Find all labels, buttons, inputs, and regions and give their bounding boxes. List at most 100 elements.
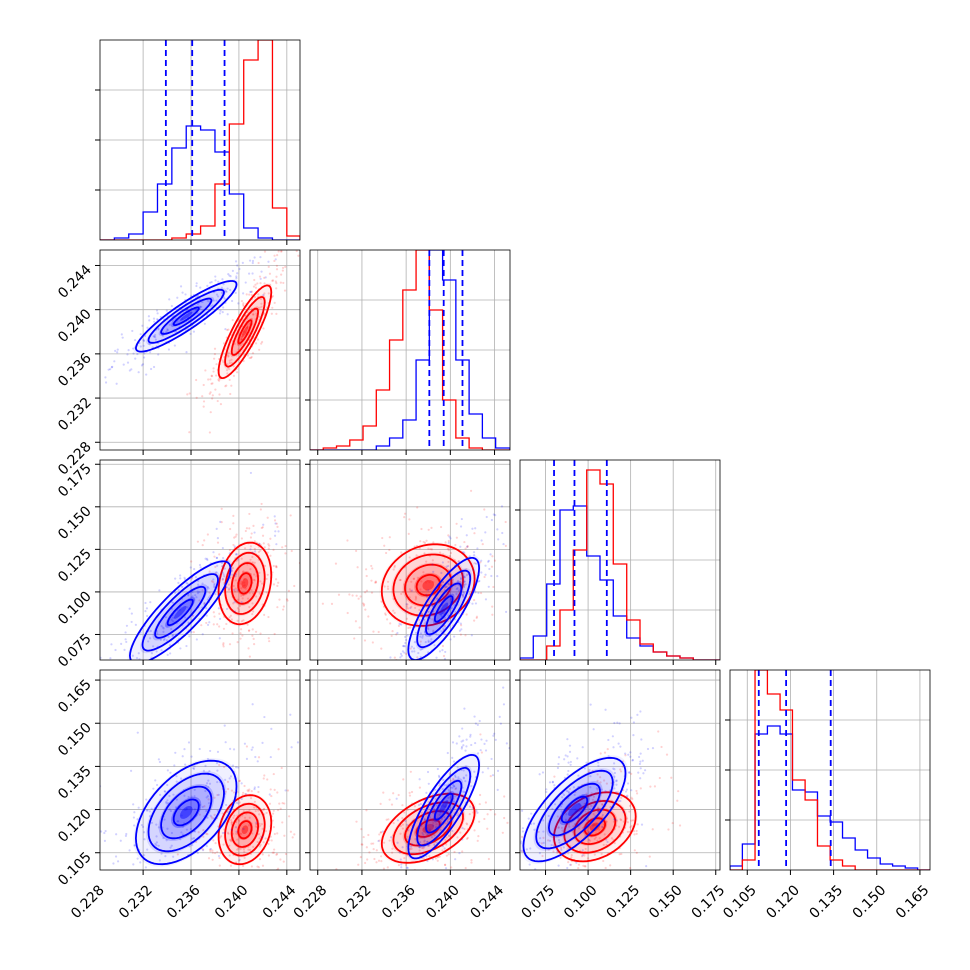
density-fill-blue — [415, 765, 472, 849]
sample-point — [279, 858, 282, 861]
sample-point — [642, 772, 645, 775]
sample-point — [78, 672, 80, 674]
sample-point — [187, 594, 190, 597]
sample-point — [280, 273, 283, 276]
sample-point — [181, 825, 185, 828]
sample-point — [490, 518, 494, 522]
sample-point — [274, 675, 276, 677]
sample-point — [128, 369, 131, 372]
sample-point — [208, 392, 211, 395]
density-fill-blue — [406, 752, 481, 861]
sample-point — [70, 683, 72, 685]
sample-point — [248, 527, 251, 530]
sample-point — [473, 598, 476, 602]
sample-point — [411, 671, 413, 673]
sample-point — [236, 589, 239, 592]
density-fill-blue — [158, 296, 214, 336]
sample-point — [401, 650, 405, 653]
sample-point — [132, 347, 135, 350]
sample-point — [439, 525, 443, 529]
sample-point — [384, 613, 387, 616]
sample-point — [179, 777, 183, 780]
sample-point — [588, 826, 591, 829]
sample-point — [114, 648, 117, 652]
sample-point — [430, 526, 433, 529]
sample-point — [88, 382, 90, 384]
sample-point — [228, 844, 231, 847]
sample-point — [207, 587, 210, 590]
sample-point — [234, 826, 238, 829]
sample-point — [421, 831, 424, 835]
sample-point — [557, 756, 561, 759]
sample-point — [460, 740, 463, 743]
contour-blue — [166, 598, 194, 626]
sample-point — [230, 358, 233, 361]
sample-point — [408, 794, 412, 797]
sample-point — [454, 832, 457, 835]
sample-point — [406, 823, 409, 826]
sample-point — [632, 721, 635, 724]
sample-point — [305, 254, 307, 256]
sample-point — [622, 820, 625, 823]
sample-point — [379, 831, 383, 834]
sample-point — [566, 755, 569, 758]
sample-point — [229, 839, 233, 842]
panel-2-1 — [305, 459, 511, 687]
sample-point — [619, 745, 622, 748]
sample-point — [379, 897, 381, 899]
sample-point — [272, 279, 275, 282]
sample-point — [534, 694, 536, 696]
sample-point — [245, 757, 249, 761]
sample-point — [541, 854, 544, 858]
sample-point — [407, 626, 410, 630]
sample-point — [114, 349, 117, 352]
sample-point — [270, 839, 273, 842]
sample-point — [421, 636, 424, 639]
sample-point — [460, 747, 463, 750]
sample-point — [615, 779, 618, 782]
sample-point — [186, 393, 189, 396]
sample-point — [382, 867, 386, 870]
sample-point — [251, 612, 254, 616]
sample-point — [601, 825, 604, 829]
sample-point — [550, 843, 553, 847]
sample-point — [562, 846, 565, 849]
sample-point — [468, 592, 471, 596]
sample-point — [400, 881, 402, 883]
sample-point — [191, 595, 194, 598]
sample-point — [213, 357, 216, 360]
sample-point — [567, 769, 570, 773]
sample-point — [115, 833, 118, 836]
sample-point — [289, 830, 292, 833]
sample-point — [187, 795, 190, 799]
sample-point — [630, 825, 633, 828]
sample-point — [472, 806, 475, 809]
sample-point — [100, 830, 103, 833]
sample-point — [273, 301, 276, 304]
sample-point — [243, 742, 246, 745]
sample-point — [557, 838, 561, 842]
sample-point — [444, 805, 447, 808]
sample-point — [594, 836, 597, 839]
sample-point — [581, 746, 584, 749]
sample-point — [410, 847, 413, 850]
sample-point — [614, 881, 616, 883]
sample-point — [228, 671, 230, 673]
sample-point — [226, 313, 229, 316]
sample-point — [396, 685, 398, 687]
sample-point — [428, 828, 431, 831]
sample-point — [441, 612, 444, 615]
sample-point — [110, 366, 113, 369]
sample-point — [295, 250, 298, 253]
sample-point — [382, 682, 384, 684]
sample-point — [246, 597, 250, 600]
sample-point — [615, 779, 618, 783]
sample-point — [443, 657, 447, 660]
sample-point — [301, 814, 303, 816]
sample-point — [216, 851, 219, 854]
sample-point — [267, 265, 270, 268]
sample-point — [252, 637, 255, 641]
sample-point — [202, 405, 205, 408]
sample-point — [460, 576, 463, 580]
sample-point — [212, 578, 215, 581]
